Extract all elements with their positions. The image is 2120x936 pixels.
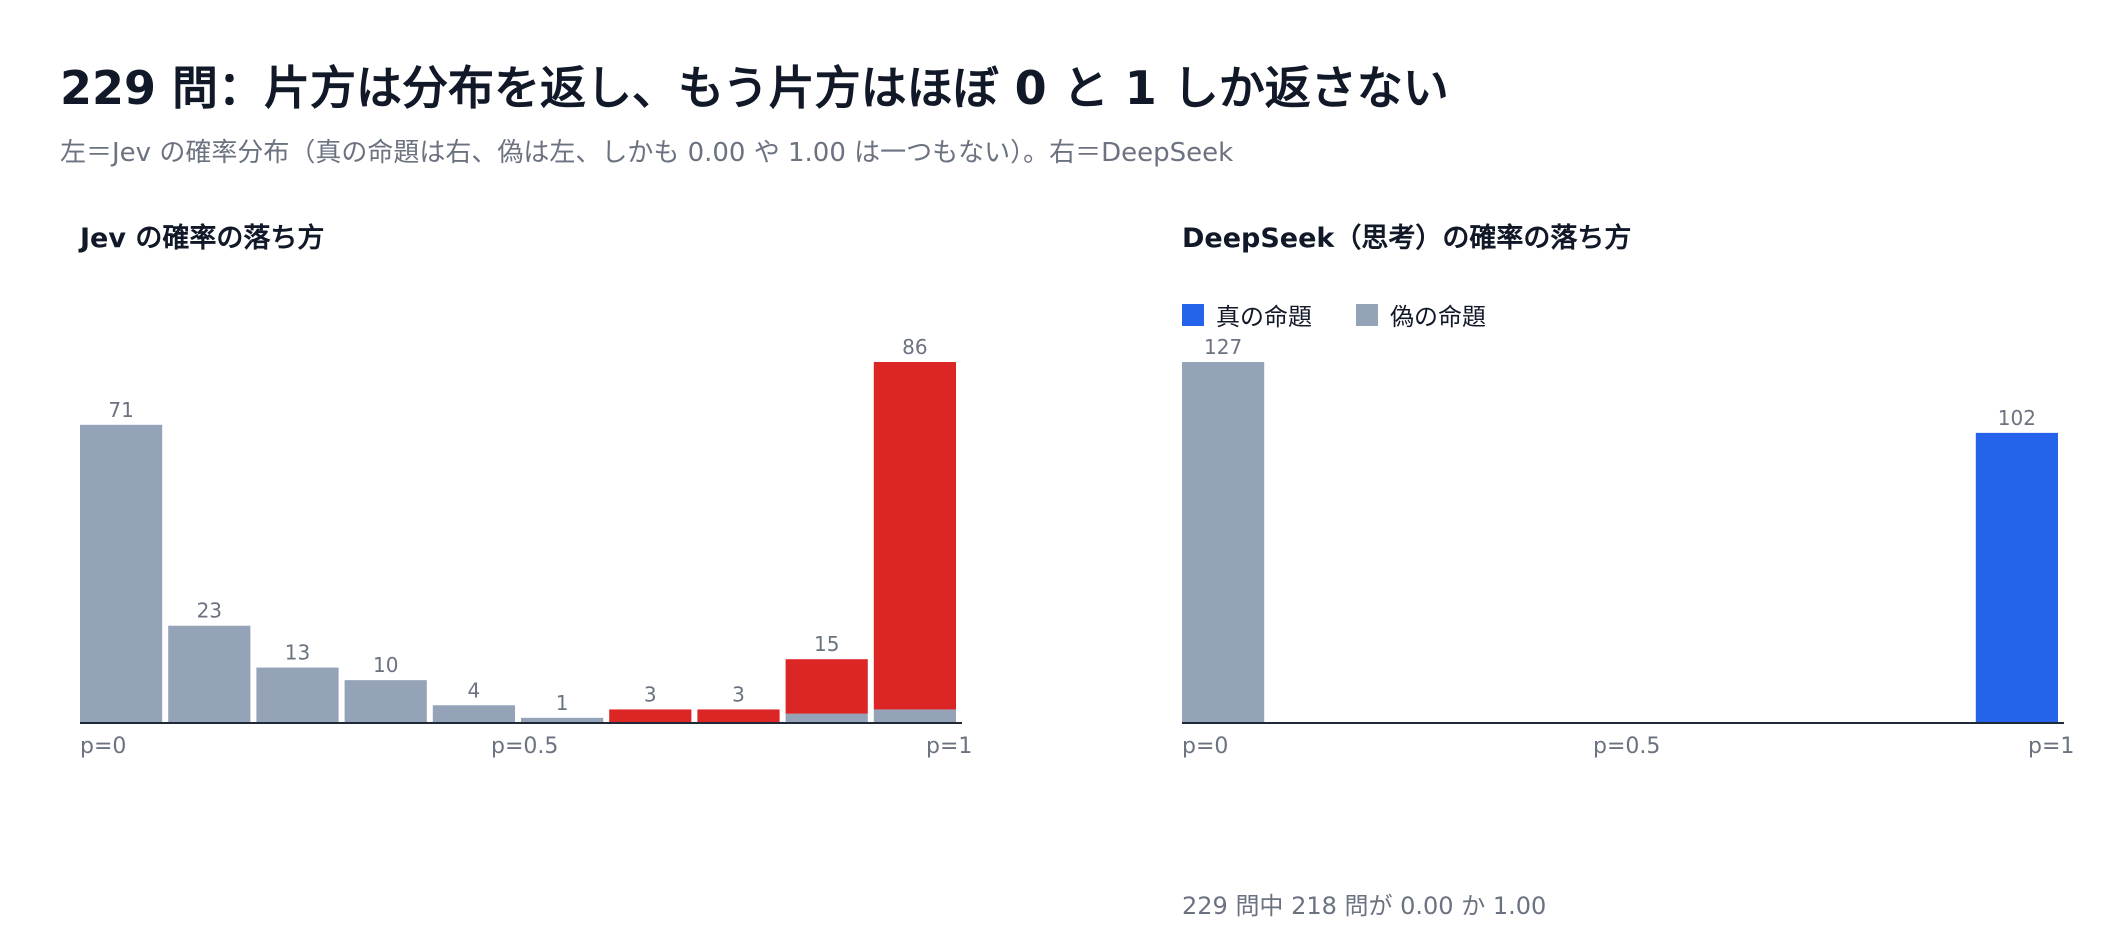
left-value-label-2: 13 bbox=[285, 641, 310, 665]
left-bar-false-9 bbox=[873, 709, 956, 722]
left-bar-false-8 bbox=[785, 713, 868, 722]
legend: 真の命題 偽の命題 bbox=[1182, 297, 1530, 332]
left-bar-false-1 bbox=[168, 625, 251, 722]
left-value-label-5: 1 bbox=[556, 691, 569, 715]
legend-swatch-true bbox=[1182, 303, 1204, 326]
left-bar-false-4 bbox=[432, 705, 515, 722]
right-tick-p05: p=0.5 bbox=[1593, 734, 1661, 759]
page-subtitle: 左＝Jev の確率分布（真の命題は右、偽は左、しかも 0.00 や 1.00 は… bbox=[60, 138, 1234, 168]
footnote: 229 問中 218 問が 0.00 か 1.00 bbox=[1182, 892, 1547, 920]
right-value-label-0: 127 bbox=[1204, 335, 1242, 359]
right-histogram: 127 102 bbox=[1182, 335, 2064, 724]
left-chart-title: Jev の確率の落ち方 bbox=[80, 223, 325, 254]
left-value-label-3: 10 bbox=[373, 653, 398, 677]
left-tick-p0: p=0 bbox=[80, 734, 127, 759]
left-bar-false-2 bbox=[256, 667, 339, 722]
left-bar-false-3 bbox=[344, 680, 427, 722]
right-chart-title: DeepSeek（思考）の確率の落ち方 bbox=[1182, 223, 1632, 254]
left-value-label-6: 3 bbox=[644, 682, 657, 706]
right-bar-false-0 bbox=[1182, 362, 1265, 722]
right-bar-true-9 bbox=[1975, 432, 2058, 722]
left-bar-false-0 bbox=[80, 424, 163, 722]
legend-item-false: 偽の命題 bbox=[1356, 297, 1486, 332]
legend-swatch-false bbox=[1356, 303, 1378, 326]
legend-item-true: 真の命題 bbox=[1182, 297, 1312, 332]
right-tick-p0: p=0 bbox=[1182, 734, 1229, 759]
left-value-label-0: 71 bbox=[108, 398, 133, 422]
left-bar-false-5 bbox=[521, 717, 604, 722]
page-title: 229 問：片方は分布を返し、もう片方はほぼ 0 と 1 しか返さない bbox=[60, 61, 1449, 115]
left-bar-true-8 bbox=[785, 659, 868, 714]
left-bar-true-7 bbox=[697, 709, 780, 722]
legend-label-true: 真の命題 bbox=[1216, 303, 1312, 331]
right-value-label-9: 102 bbox=[1998, 406, 2036, 430]
left-value-label-4: 4 bbox=[468, 678, 481, 702]
left-bar-true-9 bbox=[873, 362, 956, 710]
left-tick-p1: p=1 bbox=[926, 734, 973, 759]
left-value-label-9: 86 bbox=[902, 335, 927, 359]
left-tick-p05: p=0.5 bbox=[491, 734, 559, 759]
right-tick-p1: p=1 bbox=[2028, 734, 2075, 759]
legend-label-false: 偽の命題 bbox=[1390, 303, 1486, 331]
left-value-label-8: 15 bbox=[814, 632, 839, 656]
left-value-label-7: 3 bbox=[732, 682, 745, 706]
left-bar-true-6 bbox=[609, 709, 692, 722]
left-value-label-1: 23 bbox=[197, 599, 222, 623]
